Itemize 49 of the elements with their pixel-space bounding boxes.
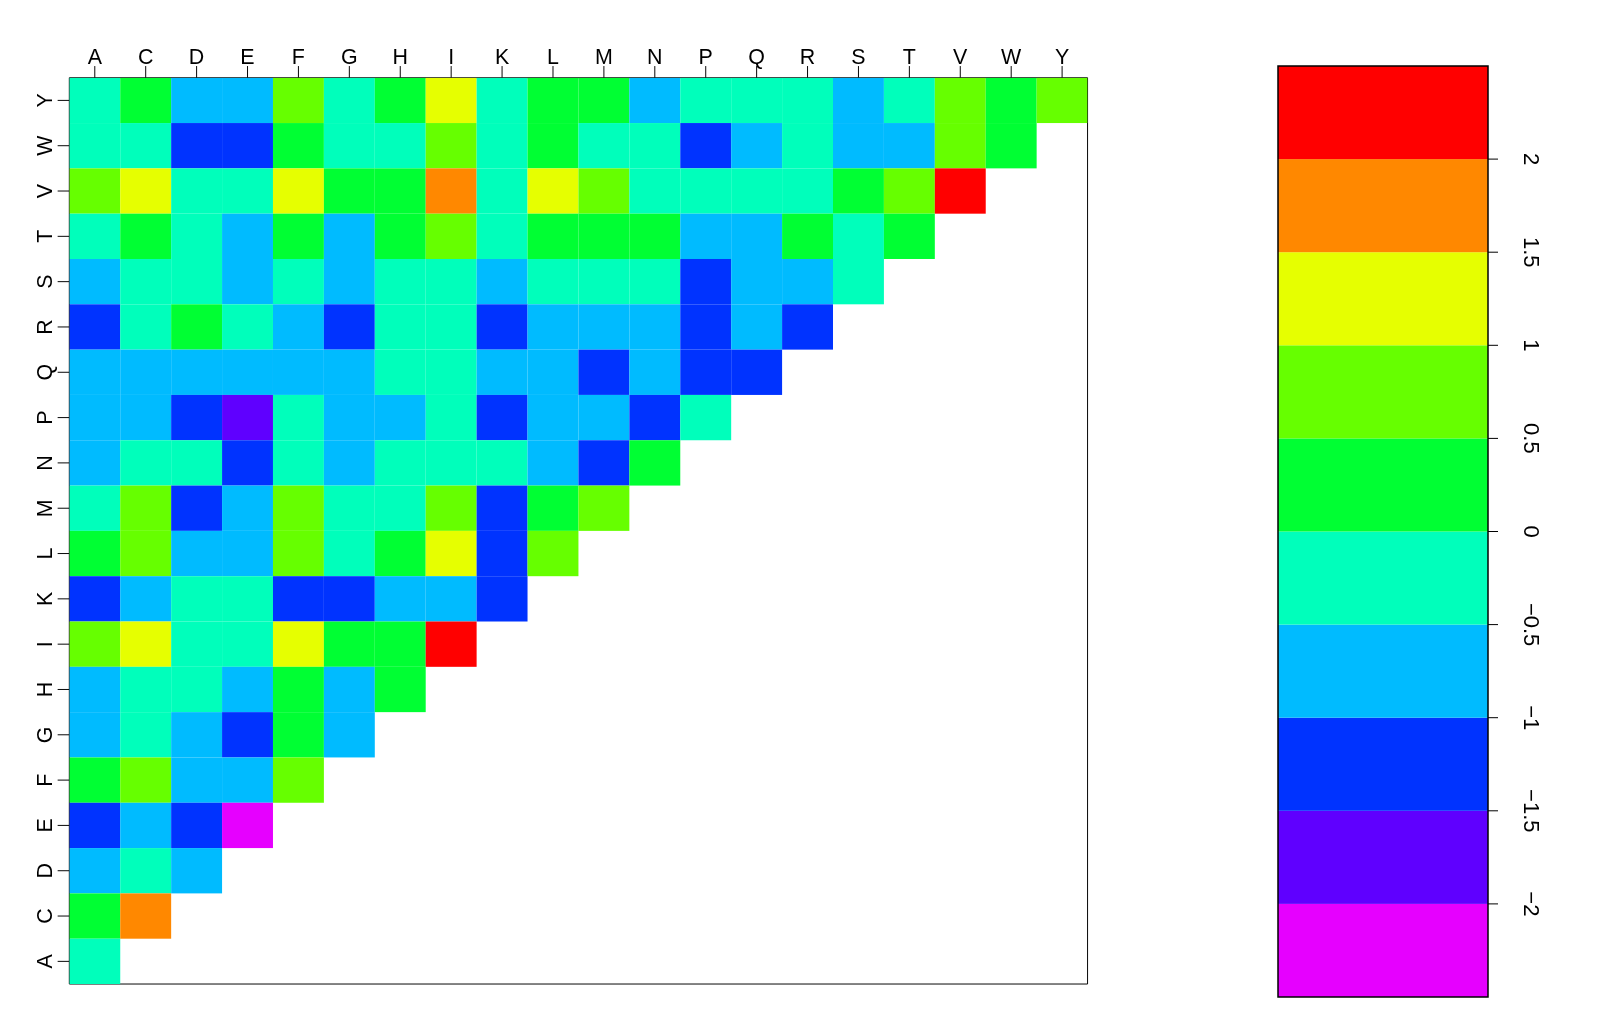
x-tick-label: L	[547, 45, 560, 70]
color-bar-label: 0.5	[1519, 423, 1544, 454]
x-tick-label: E	[240, 45, 255, 70]
y-tick-label: Q	[32, 363, 57, 381]
y-tick-label: V	[32, 183, 57, 199]
y-tick-label: Y	[32, 93, 57, 108]
x-tick-label: H	[392, 45, 408, 70]
x-tick-label: I	[448, 45, 455, 70]
color-bar-label: −1	[1519, 705, 1544, 731]
y-tick-label: D	[32, 863, 57, 879]
x-tick-label: K	[494, 45, 510, 70]
x-tick-label: W	[1001, 45, 1023, 70]
y-tick-label: M	[32, 499, 57, 518]
x-tick-label: P	[698, 45, 713, 70]
y-tick-label: H	[32, 681, 57, 698]
x-tick-label: S	[851, 45, 866, 70]
x-tick-label: Q	[748, 45, 765, 70]
color-bar-label: −0.5	[1519, 602, 1544, 647]
color-bar-label: −2	[1519, 891, 1544, 917]
color-bar-label: 0	[1519, 525, 1544, 538]
y-tick-label: I	[32, 641, 57, 648]
x-tick-label: C	[137, 45, 154, 70]
color-bar-label: −1.5	[1519, 789, 1544, 833]
x-tick-label: T	[902, 45, 916, 70]
x-tick-label: Y	[1054, 45, 1070, 70]
x-tick-label: N	[647, 45, 663, 70]
y-tick-label: L	[32, 547, 57, 560]
x-tick-label: M	[594, 45, 613, 70]
x-tick-label: F	[291, 45, 305, 70]
y-tick-label: R	[32, 319, 57, 335]
y-tick-label: G	[32, 726, 57, 744]
y-tick-label: W	[32, 134, 57, 156]
y-tick-label: S	[32, 274, 57, 289]
y-tick-label: C	[32, 908, 57, 924]
y-tick-label: K	[32, 590, 57, 606]
x-tick-label: A	[87, 45, 103, 70]
color-bar-label: 2	[1519, 152, 1544, 166]
y-tick-label: F	[32, 773, 57, 787]
x-tick-label: V	[953, 45, 969, 70]
color-bar-label: 1	[1519, 339, 1544, 352]
y-tick-label: T	[32, 229, 57, 243]
y-tick-label: A	[32, 953, 57, 969]
color-bar-label: 1.5	[1519, 236, 1544, 268]
x-tick-label: R	[799, 45, 816, 70]
y-tick-label: P	[32, 410, 57, 425]
y-tick-label: E	[32, 818, 57, 833]
x-tick-label: D	[188, 45, 205, 70]
y-tick-label: N	[32, 455, 57, 471]
x-tick-label: G	[341, 45, 358, 70]
